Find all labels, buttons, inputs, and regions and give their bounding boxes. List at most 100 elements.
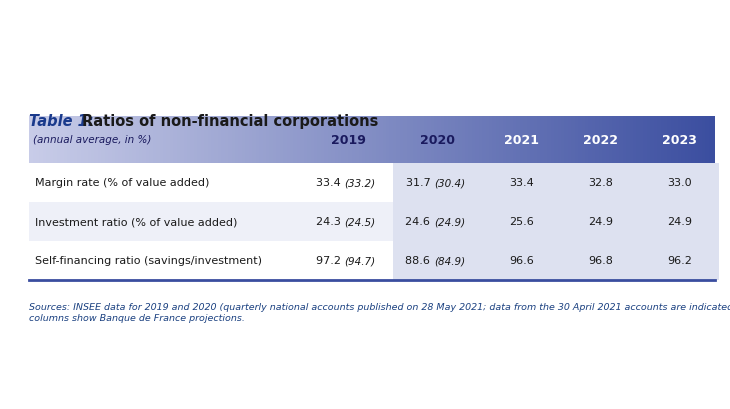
Bar (304, 202, 393, 241)
Bar (482, 117, 485, 164)
Bar (215, 117, 218, 164)
Text: 25.6: 25.6 (509, 217, 534, 227)
Bar (637, 117, 640, 164)
Bar (592, 117, 596, 164)
Bar (516, 117, 520, 164)
Bar (390, 117, 393, 164)
Bar (221, 117, 225, 164)
Bar (235, 117, 239, 164)
Bar (596, 117, 599, 164)
Bar (173, 117, 177, 164)
Bar (263, 117, 266, 164)
Bar (146, 117, 150, 164)
Bar (304, 117, 307, 164)
Bar (376, 117, 379, 164)
Bar (283, 117, 286, 164)
Bar (667, 117, 671, 164)
Bar (602, 117, 606, 164)
Bar (184, 117, 187, 164)
Text: 96.2: 96.2 (667, 256, 692, 266)
Bar (225, 117, 228, 164)
Bar (345, 117, 348, 164)
Bar (47, 117, 50, 164)
Bar (187, 117, 191, 164)
Bar (550, 117, 554, 164)
Bar (554, 117, 558, 164)
Bar (496, 117, 499, 164)
Bar (57, 117, 60, 164)
Bar (445, 117, 447, 164)
Bar (420, 117, 423, 164)
Text: Sources: INSEE data for 2019 and 2020 (quarterly national accounts published on : Sources: INSEE data for 2019 and 2020 (q… (29, 303, 730, 322)
Bar (156, 117, 160, 164)
Bar (582, 117, 585, 164)
Bar (153, 117, 156, 164)
Bar (98, 117, 101, 164)
Bar (643, 117, 647, 164)
Text: 31.7: 31.7 (406, 178, 434, 188)
Bar (612, 117, 616, 164)
Bar (207, 117, 211, 164)
Bar (36, 117, 39, 164)
Bar (307, 117, 310, 164)
Bar (393, 164, 482, 202)
Bar (160, 117, 163, 164)
Text: (33.2): (33.2) (345, 178, 376, 188)
Text: 33.0: 33.0 (667, 178, 692, 188)
Bar (115, 117, 118, 164)
Bar (191, 117, 194, 164)
Bar (139, 117, 142, 164)
Bar (619, 117, 623, 164)
Bar (413, 117, 417, 164)
Bar (523, 117, 527, 164)
Bar (273, 117, 276, 164)
Bar (88, 117, 91, 164)
Bar (661, 117, 664, 164)
Bar (640, 117, 643, 164)
Bar (506, 117, 510, 164)
Bar (675, 117, 677, 164)
Bar (80, 117, 84, 164)
Bar (609, 117, 612, 164)
Text: 24.9: 24.9 (667, 217, 692, 227)
Bar (108, 117, 112, 164)
Bar (671, 117, 675, 164)
Text: 2022: 2022 (583, 134, 618, 146)
Bar (410, 117, 413, 164)
Bar (530, 117, 534, 164)
Bar (328, 117, 331, 164)
Text: 24.9: 24.9 (588, 217, 613, 227)
Bar (253, 117, 256, 164)
Bar (451, 117, 455, 164)
Bar (163, 117, 166, 164)
Bar (640, 164, 719, 202)
Bar (640, 241, 719, 280)
Bar (29, 117, 33, 164)
Text: 2019: 2019 (331, 134, 366, 146)
Bar (685, 117, 688, 164)
Bar (39, 117, 43, 164)
Bar (239, 117, 242, 164)
Bar (606, 117, 609, 164)
Bar (297, 117, 300, 164)
Bar (447, 117, 451, 164)
Text: (24.5): (24.5) (345, 217, 376, 227)
Bar (67, 117, 70, 164)
Bar (561, 117, 564, 164)
Bar (561, 241, 640, 280)
Bar (386, 117, 390, 164)
Bar (245, 117, 249, 164)
Bar (293, 117, 297, 164)
Bar (334, 117, 338, 164)
Text: Table 1:: Table 1: (29, 114, 99, 129)
Bar (458, 117, 461, 164)
Bar (534, 117, 537, 164)
Text: 96.8: 96.8 (588, 256, 613, 266)
Text: (annual average, in %): (annual average, in %) (33, 135, 151, 145)
Bar (331, 117, 334, 164)
Bar (324, 117, 328, 164)
Bar (712, 117, 715, 164)
Bar (623, 117, 626, 164)
Bar (201, 117, 204, 164)
Bar (29, 164, 304, 202)
